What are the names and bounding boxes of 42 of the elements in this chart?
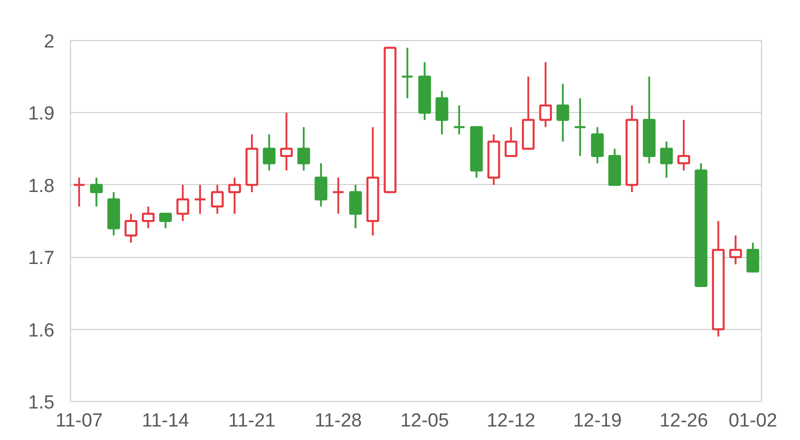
x-tick-label: 01-02	[728, 410, 778, 432]
candlestick	[539, 61, 552, 128]
y-tick-label: 1.8	[28, 176, 55, 197]
candlestick	[401, 46, 414, 100]
x-tick-label: 11-28	[314, 410, 362, 432]
x-tick-label: 12-12	[486, 410, 536, 432]
candlestick	[314, 162, 328, 208]
candlestick	[504, 126, 518, 158]
candlestick	[591, 126, 604, 164]
y-tick-label: 1.6	[28, 320, 55, 342]
candlestick	[729, 234, 742, 266]
candlestick	[452, 104, 466, 136]
candlestick	[297, 126, 310, 172]
y-tick-label: 1.5	[28, 392, 55, 414]
x-tick-label: 12-26	[659, 410, 708, 432]
candlestick	[280, 112, 293, 172]
candlestick	[574, 97, 586, 157]
x-tick-label: 11-07	[56, 410, 103, 432]
candlestick	[176, 184, 190, 222]
candlestick	[677, 119, 690, 172]
candlestick	[746, 242, 760, 273]
candlestick	[142, 206, 155, 230]
candlestick	[72, 176, 86, 208]
candlestick	[228, 176, 241, 215]
candlestick	[124, 212, 138, 244]
y-tick-label: 2	[44, 32, 55, 52]
x-tick-label: 11-14	[142, 410, 190, 432]
candlestick	[660, 140, 673, 179]
y-tick-label: 1.9	[28, 104, 55, 125]
candlestick	[436, 90, 448, 136]
candlestick	[332, 176, 345, 215]
candlestick	[210, 184, 224, 215]
y-tick-label: 1.7	[28, 248, 55, 270]
candlestick	[90, 176, 103, 208]
candlestick	[349, 184, 362, 230]
candlestick	[262, 133, 276, 172]
candlestick	[194, 184, 206, 215]
candlestick	[556, 82, 570, 142]
x-tick-label: 11-21	[228, 410, 276, 432]
candlestick	[159, 212, 172, 230]
x-tick-label: 12-19	[573, 410, 622, 432]
x-tick-label: 12-05	[400, 410, 449, 432]
